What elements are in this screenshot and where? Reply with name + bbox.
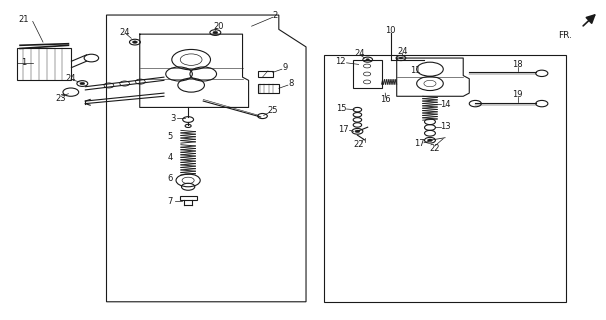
Text: 20: 20 — [213, 22, 224, 31]
Text: 24: 24 — [119, 28, 130, 37]
Circle shape — [366, 59, 370, 60]
Text: 1: 1 — [21, 58, 26, 67]
Text: 22: 22 — [353, 140, 364, 148]
Text: 24: 24 — [398, 47, 408, 56]
Bar — [258, 84, 279, 93]
Text: 22: 22 — [430, 144, 440, 153]
Text: 24: 24 — [65, 74, 76, 83]
Circle shape — [428, 139, 433, 141]
Text: 17: 17 — [338, 125, 349, 134]
Text: 14: 14 — [440, 100, 450, 109]
Circle shape — [355, 130, 360, 132]
Text: 4: 4 — [167, 153, 173, 162]
Text: 11: 11 — [410, 66, 420, 75]
Text: 3: 3 — [170, 114, 176, 123]
Text: 10: 10 — [385, 27, 396, 36]
Text: 9: 9 — [282, 63, 287, 72]
Text: 12: 12 — [335, 57, 346, 66]
Text: 6: 6 — [167, 174, 173, 183]
Text: 15: 15 — [336, 104, 347, 113]
Text: 5: 5 — [167, 132, 173, 141]
Circle shape — [133, 41, 138, 44]
Text: 21: 21 — [18, 15, 29, 24]
Text: 16: 16 — [381, 95, 391, 104]
Circle shape — [213, 31, 218, 34]
Circle shape — [399, 57, 403, 59]
Text: FR.: FR. — [558, 31, 572, 40]
Bar — [353, 60, 382, 87]
Text: 8: 8 — [288, 79, 293, 88]
Text: 7: 7 — [167, 197, 173, 206]
Text: 19: 19 — [513, 90, 523, 99]
Bar — [179, 196, 196, 200]
Text: 18: 18 — [512, 60, 523, 69]
Text: 17: 17 — [414, 139, 424, 148]
Text: 2: 2 — [272, 12, 277, 20]
Bar — [258, 71, 273, 77]
Text: 25: 25 — [267, 106, 278, 115]
Text: 13: 13 — [440, 122, 450, 131]
Circle shape — [80, 82, 85, 85]
Text: 23: 23 — [56, 94, 67, 103]
Bar — [17, 49, 72, 80]
Text: 24: 24 — [354, 49, 364, 58]
